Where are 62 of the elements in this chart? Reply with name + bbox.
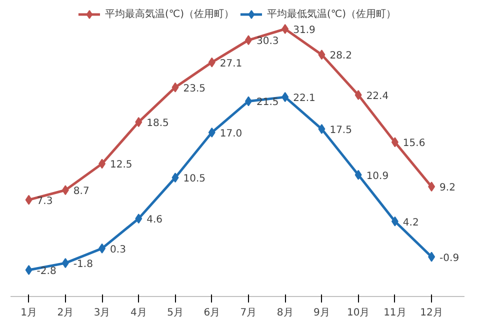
point [62, 185, 69, 196]
data-label: -2.8 [36, 266, 56, 277]
point [135, 214, 142, 224]
point [428, 182, 436, 192]
x-tick-label: 7月 [240, 308, 257, 318]
point [172, 82, 179, 92]
point [391, 137, 398, 148]
x-tick-label: 11月 [384, 308, 406, 318]
x-tick-label: 10月 [346, 308, 370, 318]
data-label: 31.9 [293, 25, 316, 36]
data-label: 17.0 [220, 128, 242, 140]
point [244, 96, 252, 106]
data-label: 30.3 [256, 36, 279, 48]
point [208, 57, 216, 68]
data-label: 9.2 [440, 182, 456, 194]
point [62, 258, 69, 268]
point [25, 194, 32, 205]
legend-label: 平均最高気温(℃)（佐用町） [104, 8, 234, 21]
data-label: 8.7 [73, 186, 90, 198]
data-label: 7.3 [36, 196, 53, 207]
data-label: 17.5 [330, 125, 352, 136]
point [318, 124, 326, 134]
data-label: 22.4 [366, 90, 389, 102]
data-label: 28.2 [330, 50, 352, 62]
legend-label: 平均最低気温(℃)（佐用町） [267, 8, 396, 21]
data-label: -0.9 [440, 252, 460, 264]
point [391, 216, 398, 226]
point [282, 24, 289, 34]
point [244, 35, 252, 46]
x-tick-label: 9月 [314, 308, 330, 318]
data-label: 23.5 [183, 83, 206, 94]
data-label: 10.5 [183, 174, 206, 185]
point [354, 170, 362, 180]
data-label: 0.3 [110, 244, 126, 256]
point [428, 252, 436, 262]
data-label: 15.6 [402, 138, 426, 150]
x-tick-label: 4月 [130, 308, 147, 318]
point [282, 92, 289, 102]
data-label: 4.6 [146, 214, 163, 226]
point [208, 127, 216, 138]
data-label: 22.1 [293, 93, 316, 104]
data-label: 12.5 [110, 160, 132, 171]
point [172, 172, 179, 183]
point [25, 264, 32, 275]
data-label: 27.1 [220, 58, 242, 70]
data-label: -1.8 [73, 259, 93, 270]
x-tick-label: 6月 [204, 308, 220, 318]
point [318, 50, 326, 60]
point [135, 117, 142, 128]
x-tick-label: 8月 [276, 308, 294, 318]
point [98, 158, 106, 169]
x-tick-label: 1月 [20, 308, 37, 318]
point [354, 90, 362, 100]
point [98, 243, 106, 254]
data-label: 21.5 [256, 97, 279, 108]
data-label: 4.2 [402, 217, 419, 228]
data-label: 10.9 [366, 170, 389, 182]
x-tick-label: 12月 [420, 308, 443, 318]
x-tick-label: 3月 [94, 308, 110, 318]
x-tick-label: 2月 [57, 308, 74, 318]
data-label: 18.5 [146, 118, 169, 130]
x-tick-label: 5月 [167, 308, 184, 318]
